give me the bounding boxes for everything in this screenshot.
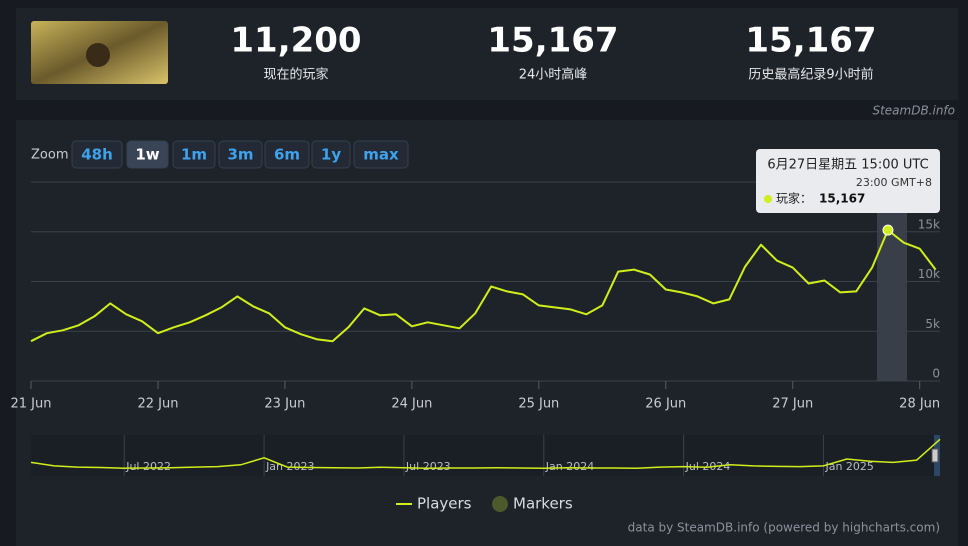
legend-label[interactable]: Players	[417, 495, 472, 513]
tooltip: 6月27日星期五 15:00 UTC 23:00 GMT+8 玩家： 15,16…	[756, 149, 940, 213]
legend-label[interactable]: Markers	[513, 495, 573, 513]
image-figure	[86, 43, 110, 67]
series-line	[30, 229, 937, 343]
x-tick-label: 23 Jun	[264, 397, 305, 412]
hover-point	[882, 224, 894, 236]
x-tick-label: 24 Jun	[391, 397, 432, 412]
footer: data by SteamDB.info (powered by highcha…	[628, 521, 940, 535]
zoom-button-label[interactable]: max	[363, 146, 399, 164]
stat-value: 15,167	[487, 21, 618, 61]
x-tick-label: 22 Jun	[137, 397, 178, 412]
zoom-button[interactable]	[353, 140, 409, 169]
zoom-button-label[interactable]: 1y	[321, 146, 341, 164]
zoom-button-label[interactable]: 6m	[274, 146, 300, 164]
navigator-line	[30, 438, 941, 469]
navigator-handle[interactable]	[931, 448, 939, 463]
zoom-button[interactable]	[311, 140, 351, 169]
navigator-bg	[31, 435, 940, 476]
zoom-button[interactable]	[71, 140, 123, 169]
tooltip-box	[756, 149, 940, 213]
header-panel	[16, 8, 958, 100]
x-tick-label: 26 Jun	[645, 397, 686, 412]
x-tick-label: 28 Jun	[899, 397, 940, 412]
stat-value: 15,167	[745, 21, 876, 61]
legend-symbol	[492, 496, 508, 512]
tooltip-subtitle: 23:00 GMT+8	[856, 176, 932, 189]
x-tick-label: 21 Jun	[11, 397, 52, 412]
tooltip-title: 6月27日星期五 15:00 UTC	[767, 158, 928, 173]
navigator-label: Jul 2023	[405, 460, 451, 473]
y-tick-label: 15k	[918, 217, 940, 231]
x-tick-label: 25 Jun	[518, 397, 559, 412]
y-tick-label: 5k	[925, 317, 940, 331]
y-tick-label: 0	[932, 367, 940, 381]
tooltip-series: 玩家：	[776, 191, 812, 206]
navigator-label: Jan 2024	[545, 460, 594, 473]
y-tick-label: 10k	[918, 267, 940, 281]
stat-label: 历史最高纪录9小时前	[748, 67, 873, 83]
navigator-label: Jan 2025	[824, 460, 873, 473]
credit: SteamDB.info	[872, 104, 955, 118]
zoom-button-label[interactable]: 48h	[81, 146, 113, 164]
tooltip-value: 15,167	[819, 192, 865, 206]
zoom-button[interactable]	[264, 140, 310, 169]
zoom-button[interactable]	[218, 140, 263, 169]
tooltip-dot	[764, 195, 772, 203]
zoom-button[interactable]	[126, 140, 169, 169]
navigator-label: Jul 2022	[125, 460, 171, 473]
zoom-button-label[interactable]: 1w	[135, 146, 159, 164]
zoom-label: Zoom	[31, 148, 68, 163]
stat-label: 现在的玩家	[263, 67, 328, 83]
zoom-button-label[interactable]: 3m	[227, 146, 253, 164]
zoom-button[interactable]	[172, 140, 216, 169]
zoom-button-label[interactable]: 1m	[181, 146, 207, 164]
stat-value: 11,200	[230, 21, 361, 61]
x-tick-label: 27 Jun	[772, 397, 813, 412]
stat-label: 24小时高峰	[519, 67, 588, 83]
